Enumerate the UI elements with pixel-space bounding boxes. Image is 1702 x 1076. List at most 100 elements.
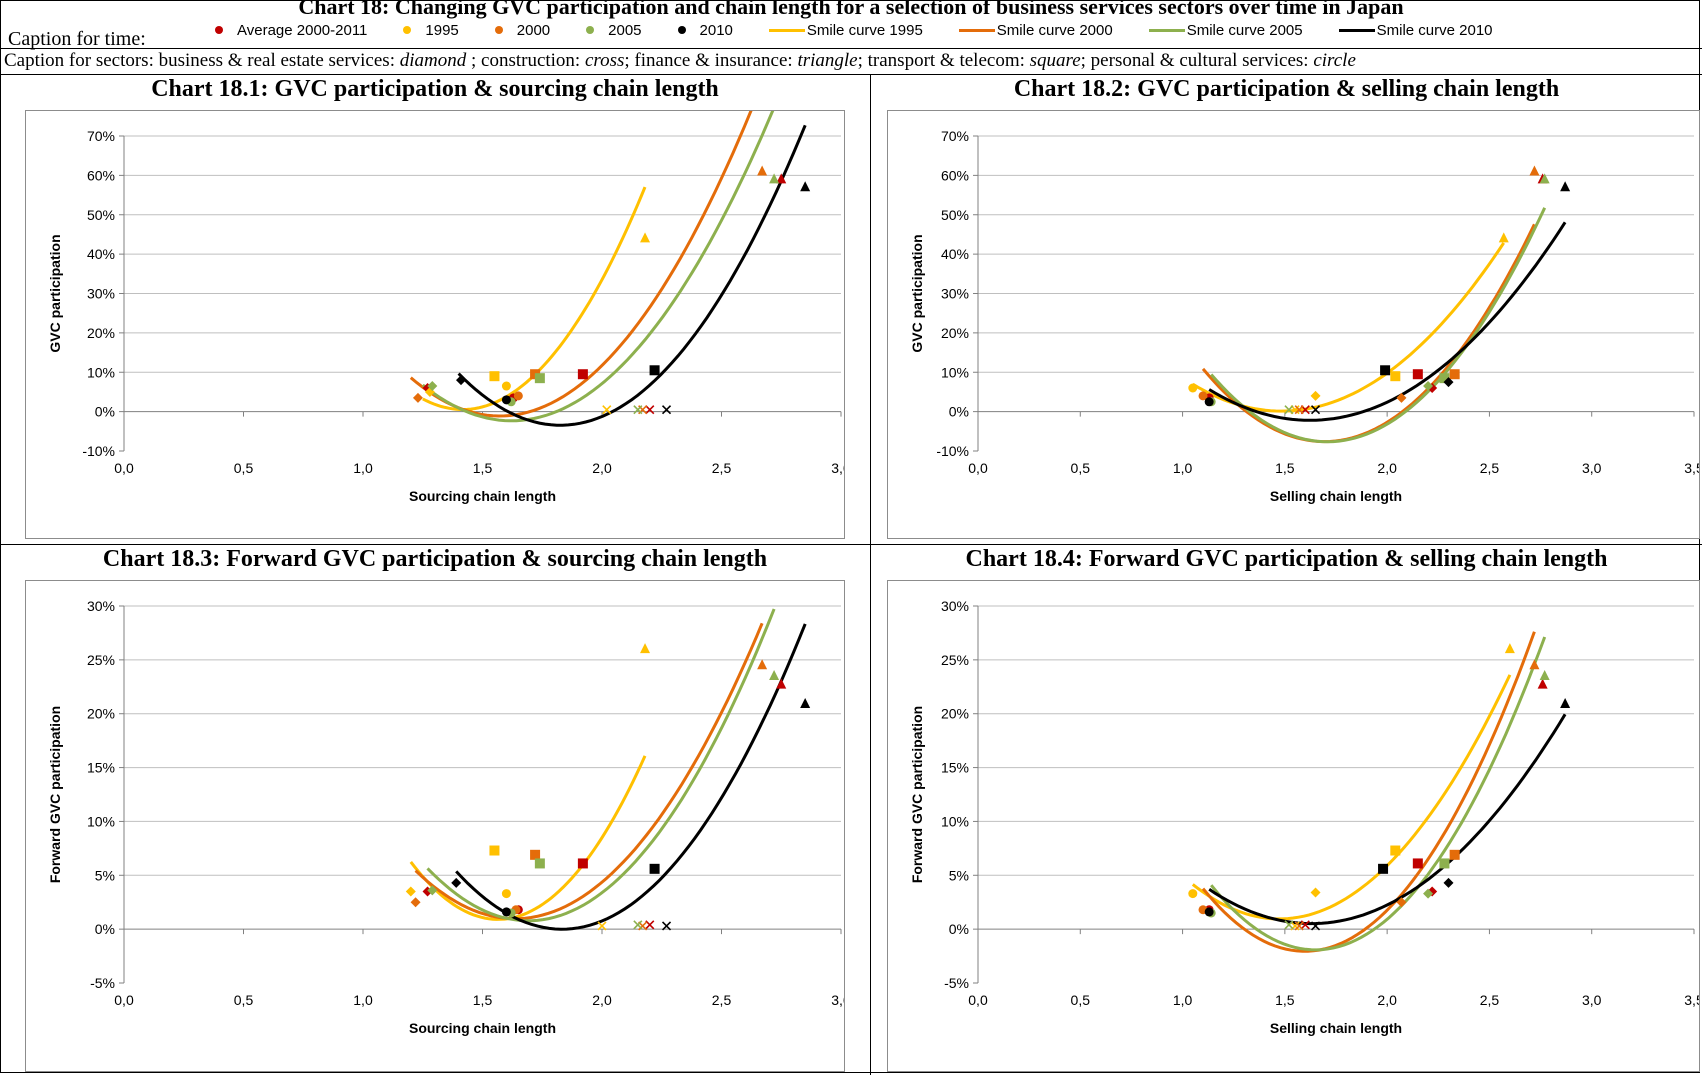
x-tick-label: 1,0 <box>1173 460 1193 476</box>
x-tick-label: 3,0 <box>1582 992 1602 1008</box>
x-axis-title: Sourcing chain length <box>409 1020 556 1036</box>
y-axis-title: Forward GVC participation <box>47 706 63 883</box>
y-tick-label: 25% <box>941 652 969 668</box>
y-tick-label: -10% <box>82 443 115 459</box>
marker-cross <box>645 920 655 930</box>
y-tick-label: -5% <box>90 975 115 991</box>
marker-diamond <box>1443 377 1454 388</box>
marker-square <box>534 373 545 384</box>
legend-item: 2010 <box>677 22 733 39</box>
legend-line-swatch <box>768 28 805 32</box>
x-tick-label: 2,0 <box>592 992 612 1008</box>
marker-square <box>577 369 588 380</box>
x-tick-label: 3,5 <box>1684 992 1699 1008</box>
y-tick-label: -5% <box>944 975 969 991</box>
smile-curve <box>409 755 647 921</box>
marker-cross <box>633 405 643 415</box>
y-tick-label: 10% <box>87 813 115 829</box>
marker-triangle <box>757 165 768 176</box>
smile-curve <box>455 623 807 931</box>
smile-curve <box>1192 242 1505 413</box>
caption-time: Caption for time: <box>8 28 146 50</box>
marker-triangle <box>1504 643 1515 654</box>
legend-label: Smile curve 2005 <box>1186 21 1303 39</box>
y-tick-label: 10% <box>941 364 969 380</box>
x-tick-label: 1,5 <box>1275 992 1295 1008</box>
legend: Average 2000-2011 1995 2000 2005 2010 Smile c… <box>215 18 1529 42</box>
legend-marker-swatch <box>586 26 595 34</box>
x-tick-label: 0,5 <box>1071 992 1091 1008</box>
chart-title: Chart 18.2: GVC participation & selling … <box>1013 76 1560 102</box>
y-tick-label: -10% <box>936 443 969 459</box>
marker-square <box>489 371 500 382</box>
x-tick-label: 0,0 <box>114 992 134 1008</box>
marker-circle <box>513 391 523 401</box>
legend-line-swatch <box>1338 28 1375 32</box>
marker-cross <box>1310 921 1321 931</box>
y-tick-label: 40% <box>87 246 115 262</box>
legend-label: Average 2000-2011 <box>237 21 368 39</box>
marker-triangle <box>1539 173 1550 184</box>
y-axis-title: GVC participation <box>909 234 925 352</box>
smile-curve <box>1208 221 1567 422</box>
marker-square <box>489 845 500 856</box>
chart-18-3: -5% 0% 5% 10% 15% 20% 25% 30% 0,0 0,5 1,0 1,5 2,0 2,5… <box>25 580 851 1072</box>
marker-square <box>1449 849 1460 860</box>
x-tick-label: 3,0 <box>831 992 844 1008</box>
smile-curve <box>1201 631 1536 953</box>
x-tick-label: 2,0 <box>592 460 612 476</box>
chart-svg: -5% 0% 5% 10% 15% 20% 25% 30% 0,0 0,5 1,0 1,5 2,0 2,5… <box>47 598 851 1036</box>
chart-svg: -5% 0% 5% 10% 15% 20% 25% 30% 0,0 0,5 1,0 1,5 2,0 2,5… <box>909 598 1702 1036</box>
marker-circle <box>1204 907 1214 917</box>
smile-curve <box>426 608 776 923</box>
y-tick-label: 0% <box>95 404 115 420</box>
marker-triangle <box>1539 670 1550 681</box>
marker-square <box>1390 371 1401 382</box>
marker-diamond <box>1310 887 1321 898</box>
marker-square <box>649 863 660 874</box>
x-axis-title: Selling chain length <box>1270 1020 1402 1036</box>
y-tick-label: 15% <box>87 760 115 776</box>
marker-cross <box>597 921 607 931</box>
marker-triangle <box>800 698 811 709</box>
marker-triangle <box>1529 659 1540 670</box>
marker-square <box>649 365 660 376</box>
marker-cross <box>661 921 672 931</box>
marker-circle <box>1188 383 1198 393</box>
marker-diamond <box>410 897 421 908</box>
legend-item: Smile curve 2010 <box>1338 22 1493 39</box>
chart-title: Chart 18.3: Forward GVC participation & … <box>102 546 768 572</box>
y-tick-label: 30% <box>941 598 969 614</box>
x-tick-label: 2,5 <box>1480 992 1500 1008</box>
y-tick-label: 20% <box>941 325 969 341</box>
marker-triangle <box>769 670 780 681</box>
x-tick-label: 2,0 <box>1377 460 1397 476</box>
page-title: Chart 18: Changing GVC participation and… <box>298 0 1404 19</box>
marker-diamond <box>405 886 416 897</box>
legend-label: Smile curve 2000 <box>996 21 1113 39</box>
y-axis-title: Forward GVC participation <box>909 706 925 883</box>
y-tick-label: 0% <box>95 921 115 937</box>
y-tick-label: 40% <box>941 246 969 262</box>
marker-triangle <box>640 232 651 243</box>
y-tick-label: 5% <box>949 867 969 883</box>
marker-triangle <box>776 173 787 184</box>
marker-square <box>1412 369 1423 380</box>
y-tick-label: 20% <box>87 706 115 722</box>
marker-cross <box>645 405 655 415</box>
marker-square <box>530 849 541 860</box>
x-tick-label: 2,5 <box>712 460 732 476</box>
chart-18-1: -10% 0% 10% 20% 30% 40% 50% 60% 70% 0,0 0,5 1,0 1,5 2… <box>25 82 851 539</box>
x-tick-label: 2,5 <box>712 992 732 1008</box>
y-tick-label: 15% <box>941 760 969 776</box>
chart-title: Chart 18.1: GVC participation & sourcing… <box>151 76 719 102</box>
marker-diamond <box>427 381 438 392</box>
marker-circle <box>1198 391 1208 401</box>
y-tick-label: 0% <box>949 921 969 937</box>
marker-diamond <box>412 392 423 403</box>
marker-square <box>1412 858 1423 869</box>
smile-curve <box>1210 207 1547 444</box>
chart-title: Chart 18.4: Forward GVC participation & … <box>965 546 1608 572</box>
y-tick-label: 30% <box>87 598 115 614</box>
marker-triangle <box>1560 181 1571 192</box>
